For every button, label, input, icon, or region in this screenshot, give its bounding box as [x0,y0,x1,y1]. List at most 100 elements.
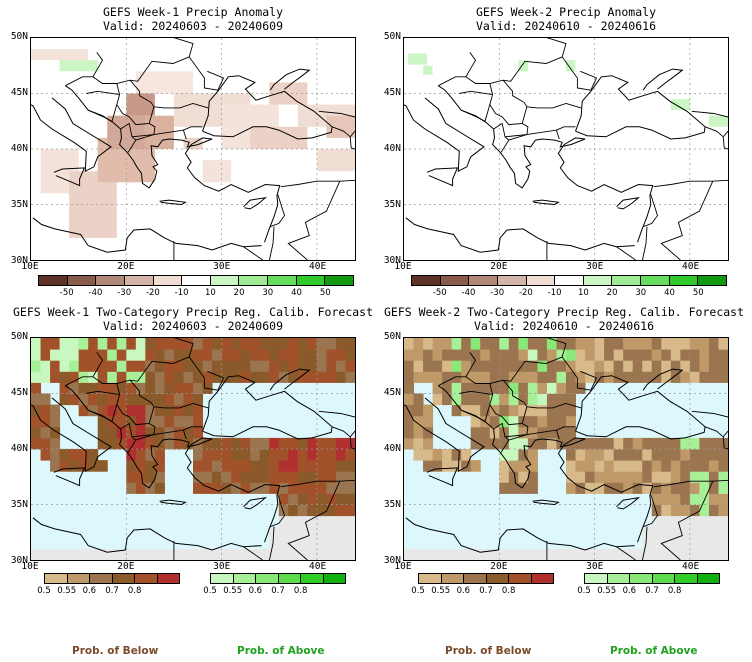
lat-tick-label: 45N [10,387,28,398]
colorbar-label: -40 [461,288,476,298]
lon-tick-label: 30E [586,261,604,272]
colorbar-swatch [412,276,441,285]
colorbar-swatch [45,574,68,583]
colorbar-swatch [301,574,324,583]
colorbar-label: -40 [88,288,103,298]
colorbar-swatch [630,574,653,583]
colorbar-label: 50 [319,288,331,298]
colorbar-swatch [268,276,297,285]
colorbar-label: 0.8 [501,586,516,596]
colorbar-label: -20 [145,288,160,298]
colorbar-swatch [486,574,509,583]
colorbar-swatch [39,276,68,285]
colorbar-label: 20 [233,288,245,298]
colorbar-swatch [585,574,608,583]
lon-tick-label: 30E [586,561,604,572]
panel-valid: Valid: 20240603 - 20240609 [102,19,283,33]
colorbar-label: 0.5 [577,586,591,596]
panel-valid: Valid: 20240610 - 20240616 [475,19,656,33]
colorbar-label: 40 [664,288,675,298]
panel-title: GEFS Week-2 Two-Category Precip Reg. Cal… [383,305,745,319]
lon-tick-label: 10E [394,261,412,272]
colorbar-swatch [419,574,442,583]
legend-below-week2: Prob. of Below [445,645,532,657]
colorbar-swatch [210,276,240,285]
colorbar-label: 0.5 [411,586,425,596]
colorbar-label: 0.7 [105,586,119,596]
colorbar-swatch [497,276,527,285]
colorbar-label: 0.55 [431,586,451,596]
lon-tick-label: 40E [682,261,700,272]
lon-tick-label: 10E [394,561,412,572]
lat-tick-label: 35N [10,199,28,210]
lat-tick-label: 45N [10,87,28,98]
colorbar-label: 0.7 [479,586,493,596]
panel-title: GEFS Week-2 Precip Anomaly [475,5,656,19]
lat-tick-label: 45N [383,87,401,98]
lat-tick-label: 40N [10,143,28,154]
legend-above-week1: Prob. of Above [237,645,325,657]
colorbar-swatch [509,574,532,583]
colorbar-swatch [555,276,584,285]
colorbar-label: 0.6 [248,586,263,596]
colorbar-swatch [153,276,183,285]
lat-tick-label: 30N [383,255,401,266]
colorbar-label: -50 [432,288,447,298]
colorbar-label: -10 [547,288,562,298]
panel-valid: Valid: 20240610 - 20240616 [473,319,654,333]
colorbar-label: 20 [606,288,618,298]
lon-tick-label: 20E [117,561,135,572]
colorbar-label: 0.6 [456,586,471,596]
colorbar-swatch [296,276,326,285]
colorbar-swatch [698,276,727,285]
colorbar-swatch [124,276,154,285]
lon-tick-label: 40E [682,561,700,572]
lon-tick-label: 40E [309,261,327,272]
colorbar-label: 0.55 [223,586,243,596]
colorbar-swatch [669,276,699,285]
colorbar-label: 0.5 [37,586,51,596]
map-week2-probability [403,337,729,561]
colorbar-swatch [440,276,470,285]
map-week1-probability [30,337,356,561]
lat-tick-label: 30N [383,555,401,566]
colorbar-swatch [239,276,269,285]
lat-tick-label: 40N [10,443,28,454]
colorbar-swatch [278,574,301,583]
colorbar-swatch [157,574,179,583]
panel-valid: Valid: 20240603 - 20240609 [102,319,283,333]
colorbar-label: 0.8 [667,586,682,596]
lon-tick-label: 10E [21,561,39,572]
lat-tick-label: 35N [10,499,28,510]
map-canvas [31,338,355,560]
colorbar-swatch [112,574,135,583]
lat-tick-label: 40N [383,443,401,454]
colorbar-label: 0.8 [293,586,308,596]
colorbar-label: 30 [635,288,647,298]
colorbar-label: -30 [490,288,505,298]
colorbar-label: 40 [291,288,302,298]
lat-tick-label: 50N [383,31,401,42]
colorbar-label: 0.7 [271,586,285,596]
colorbar-label: 0.55 [57,586,77,596]
below-colorbar-week1 [44,573,180,584]
colorbar-swatch [675,574,698,583]
lat-tick-label: 50N [10,331,28,342]
above-colorbar-week2 [584,573,720,584]
colorbar-swatch [90,574,113,583]
colorbar-label: 0.5 [203,586,217,596]
lat-tick-label: 50N [10,31,28,42]
lat-tick-label: 35N [383,199,401,210]
colorbar-label: 30 [262,288,274,298]
colorbar-label: 0.6 [622,586,637,596]
map-week2-anomaly [403,37,729,261]
colorbar-swatch [469,276,498,285]
map-canvas [404,338,728,560]
colorbar-label: 0.55 [597,586,617,596]
colorbar-swatch [323,574,345,583]
lat-tick-label: 50N [383,331,401,342]
colorbar-swatch [256,574,279,583]
colorbar-label: 0.6 [82,586,97,596]
colorbar-swatch [135,574,158,583]
lon-tick-label: 20E [490,561,508,572]
